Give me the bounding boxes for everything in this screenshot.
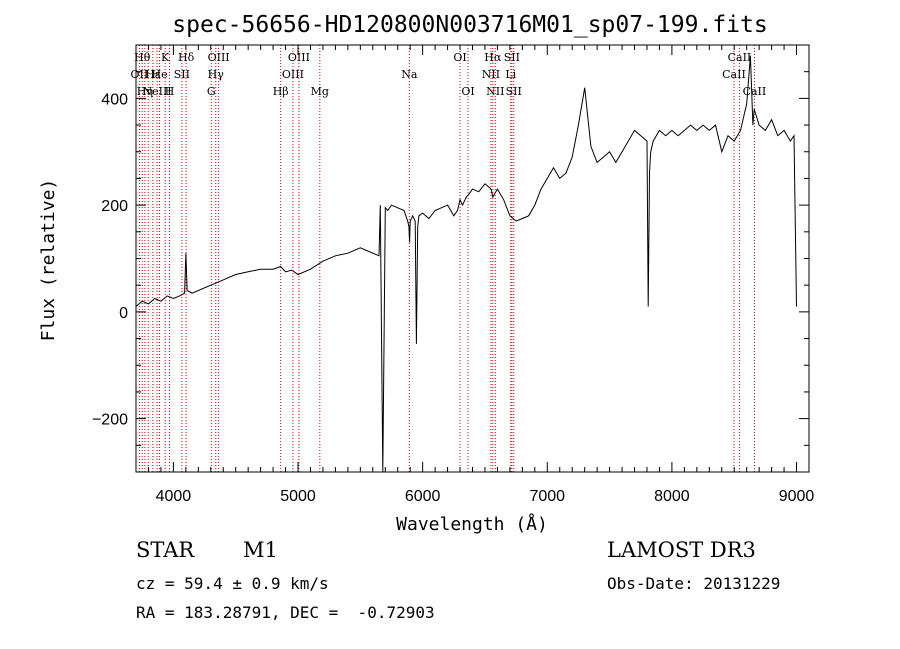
marker-label: G <box>207 85 216 98</box>
marker-label: NII <box>482 68 500 81</box>
marker-label: K <box>161 51 170 64</box>
y-tick-label: 200 <box>101 198 128 215</box>
marker-label: SII <box>506 85 522 98</box>
marker-label: He <box>152 68 168 81</box>
y-tick-label: −200 <box>92 412 128 429</box>
marker-lines <box>138 45 755 472</box>
marker-label: OIII <box>288 51 310 64</box>
obs-date: Obs-Date: 20131229 <box>607 574 781 593</box>
object-type: STAR <box>136 538 195 562</box>
x-tick-label: 5000 <box>280 488 316 505</box>
marker-label: CaII <box>728 51 752 64</box>
marker-label: Hη <box>137 85 153 98</box>
y-tick-label: 400 <box>101 91 128 108</box>
x-tick-label: 7000 <box>529 488 565 505</box>
marker-label: SII <box>504 51 520 64</box>
plot-frame <box>135 44 810 473</box>
marker-label: CaII <box>743 85 767 98</box>
marker-label: Mg <box>311 85 329 98</box>
marker-label: Hθ <box>134 51 151 64</box>
y-tick-label: 0 <box>119 305 128 322</box>
axis-ticks: 4000 5000 6000 7000 8000 9000 −200 0 200 400 <box>92 44 815 505</box>
marker-label: Hδ <box>178 51 195 64</box>
x-tick-label: 6000 <box>405 488 441 505</box>
marker-label: Hα <box>484 51 502 64</box>
x-axis-label: Wavelength (Å) <box>396 513 548 535</box>
marker-label: OI <box>453 51 466 64</box>
object-subclass: M1 <box>243 538 278 562</box>
marker-label: OII <box>131 68 149 81</box>
marker-label: NII <box>486 85 504 98</box>
marker-label: SII <box>174 68 190 81</box>
marker-label: OIII <box>282 68 304 81</box>
marker-label: Hε <box>145 68 161 81</box>
x-tick-label: 9000 <box>779 488 815 505</box>
marker-label: OIII <box>208 51 230 64</box>
marker-labels: OII Hθ Hη Hε NeIII He K H SII Hδ G Hγ OIII Hβ OIII OIII… <box>131 51 767 98</box>
marker-label: Na <box>401 68 418 81</box>
spectrum-line <box>135 55 797 473</box>
x-tick-label: 4000 <box>156 488 192 505</box>
coordinates: RA = 183.28791, DEC = -0.72903 <box>136 603 435 622</box>
marker-label: CaII <box>722 68 746 81</box>
x-tick-label: 8000 <box>654 488 690 505</box>
survey-name: LAMOST DR3 <box>607 538 756 562</box>
marker-label: OI <box>461 85 474 98</box>
marker-label: NeIII <box>142 85 171 98</box>
y-axis-label: Flux (relative) <box>38 179 59 342</box>
marker-label: H <box>165 85 175 98</box>
marker-label: Li <box>505 68 516 81</box>
redshift-readout: cz = 59.4 ± 0.9 km/s <box>136 574 329 593</box>
marker-label: Hγ <box>208 68 225 81</box>
chart-title: spec-56656-HD120800N003716M01_sp07-199.f… <box>172 12 767 38</box>
marker-label: Hβ <box>273 85 289 98</box>
